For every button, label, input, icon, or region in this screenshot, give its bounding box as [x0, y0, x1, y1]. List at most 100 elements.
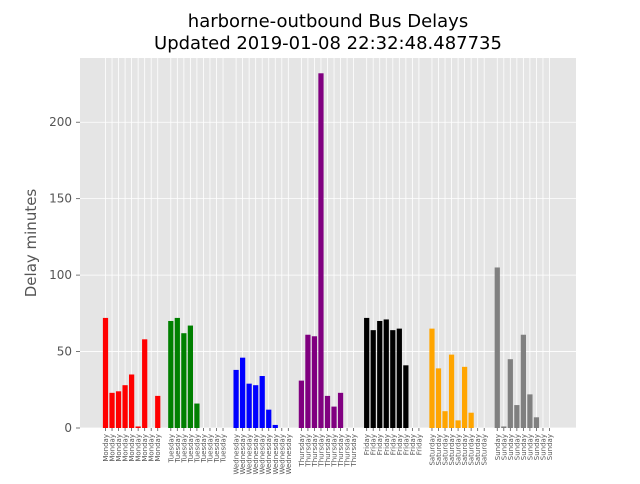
bar-tuesday: [187, 325, 193, 428]
x-tick-label: Sunday: [539, 434, 547, 460]
bar-friday: [403, 365, 409, 428]
x-tick-label: Wednesday: [246, 434, 254, 475]
bar-thursday: [324, 395, 331, 428]
bar-sunday: [520, 334, 526, 428]
x-tick-label: Saturday: [435, 434, 443, 466]
bar-monday: [142, 339, 148, 428]
bar-thursday: [337, 392, 344, 428]
bar-friday: [390, 330, 396, 428]
bar-friday: [396, 328, 402, 428]
bar-saturday: [468, 412, 474, 428]
bar-wednesday: [253, 385, 259, 428]
bar-monday: [129, 374, 135, 428]
x-tick-label: Thursday: [344, 434, 352, 468]
x-tick-label: Wednesday: [259, 434, 267, 475]
bar-monday: [122, 385, 128, 428]
bar-saturday: [462, 366, 468, 428]
x-tick-label: Thursday: [298, 434, 306, 468]
bar-wednesday: [266, 409, 272, 428]
bar-thursday: [298, 380, 304, 428]
y-tick-label: 200: [49, 115, 72, 129]
bar-thursday: [318, 73, 324, 429]
x-tick-label: Wednesday: [272, 434, 280, 475]
x-tick-label: Monday: [135, 434, 143, 462]
bar-wednesday: [240, 357, 246, 428]
x-tick-label: Saturday: [455, 434, 463, 466]
x-tick-label: Sunday: [546, 434, 554, 460]
bar-saturday: [448, 354, 455, 428]
x-tick-label: Tuesday: [200, 434, 208, 463]
x-tick-label: Friday: [402, 434, 410, 455]
x-tick-label: Sunday: [507, 434, 515, 460]
bar-saturday: [429, 328, 435, 428]
bar-wednesday: [233, 369, 239, 428]
x-tick-label: Friday: [383, 434, 391, 455]
x-tick-label: Tuesday: [167, 434, 175, 463]
x-tick-label: Sunday: [500, 434, 508, 460]
bar-saturday: [442, 411, 448, 428]
x-tick-label: Tuesday: [187, 434, 195, 463]
x-tick-label: Thursday: [304, 434, 312, 468]
x-tick-label: Saturday: [474, 434, 482, 466]
y-axis-label: Delay minutes: [22, 189, 40, 298]
y-tick-label: 50: [57, 345, 72, 359]
x-tick-label: Monday: [122, 434, 130, 462]
bar-sunday: [494, 267, 500, 428]
x-tick-label: Friday: [376, 434, 384, 455]
x-tick-label: Sunday: [494, 434, 502, 460]
bar-monday: [102, 317, 109, 428]
x-tick-label: Thursday: [350, 434, 358, 468]
bar-friday: [370, 330, 376, 428]
x-tick-label: Tuesday: [180, 434, 188, 463]
x-tick-label: Thursday: [331, 434, 339, 468]
x-tick-label: Tuesday: [174, 434, 182, 463]
chart-subtitle: Updated 2019-01-08 22:32:48.487735: [154, 33, 502, 54]
x-tick-label: Friday: [363, 434, 371, 455]
bar-wednesday: [272, 424, 278, 428]
bar-monday: [135, 426, 141, 428]
x-tick-label: Tuesday: [206, 434, 214, 463]
x-tick-label: Thursday: [337, 434, 345, 468]
x-tick-label: Monday: [148, 434, 156, 462]
x-tick-label: Wednesday: [285, 434, 293, 475]
x-tick-label: Sunday: [526, 434, 534, 460]
x-tick-label: Wednesday: [265, 434, 273, 475]
bar-tuesday: [174, 317, 180, 428]
x-tick-label: Saturday: [468, 434, 476, 466]
x-tick-label: Thursday: [324, 434, 332, 468]
chart-title: harborne-outbound Bus Delays: [188, 11, 468, 32]
x-tick-label: Friday: [409, 434, 417, 455]
x-tick-label: Wednesday: [252, 434, 260, 475]
bar-sunday: [527, 394, 533, 428]
x-tick-label: Friday: [370, 434, 378, 455]
bar-monday: [109, 392, 115, 428]
bar-saturday: [435, 368, 442, 428]
bar-wednesday: [259, 376, 265, 428]
y-tick-label: 150: [49, 192, 72, 206]
x-tick-label: Saturday: [448, 434, 456, 466]
x-tick-label: Thursday: [317, 434, 325, 468]
x-tick-label: Friday: [396, 434, 404, 455]
x-tick-label: Monday: [102, 434, 110, 462]
x-tick-label: Friday: [415, 434, 423, 455]
x-tick-label: Thursday: [311, 434, 319, 468]
bar-sunday: [507, 359, 513, 428]
x-tick-label: Sunday: [533, 434, 541, 460]
x-tick-label: Monday: [141, 434, 149, 462]
bar-thursday: [311, 336, 318, 428]
x-tick-label: Sunday: [520, 434, 528, 460]
bar-thursday: [305, 334, 311, 428]
x-tick-label: Wednesday: [233, 434, 241, 475]
bar-sunday: [501, 426, 507, 428]
x-tick-label: Saturday: [461, 434, 469, 466]
x-axis-ticks: MondayMondayMondayMondayMondayMondayMond…: [102, 428, 554, 475]
plot-area: [80, 58, 576, 428]
y-tick-label: 0: [64, 421, 72, 435]
bar-friday: [377, 320, 383, 428]
bar-friday: [364, 317, 370, 428]
bar-tuesday: [181, 333, 187, 428]
bar-friday: [383, 319, 389, 428]
bar-thursday: [331, 406, 337, 428]
